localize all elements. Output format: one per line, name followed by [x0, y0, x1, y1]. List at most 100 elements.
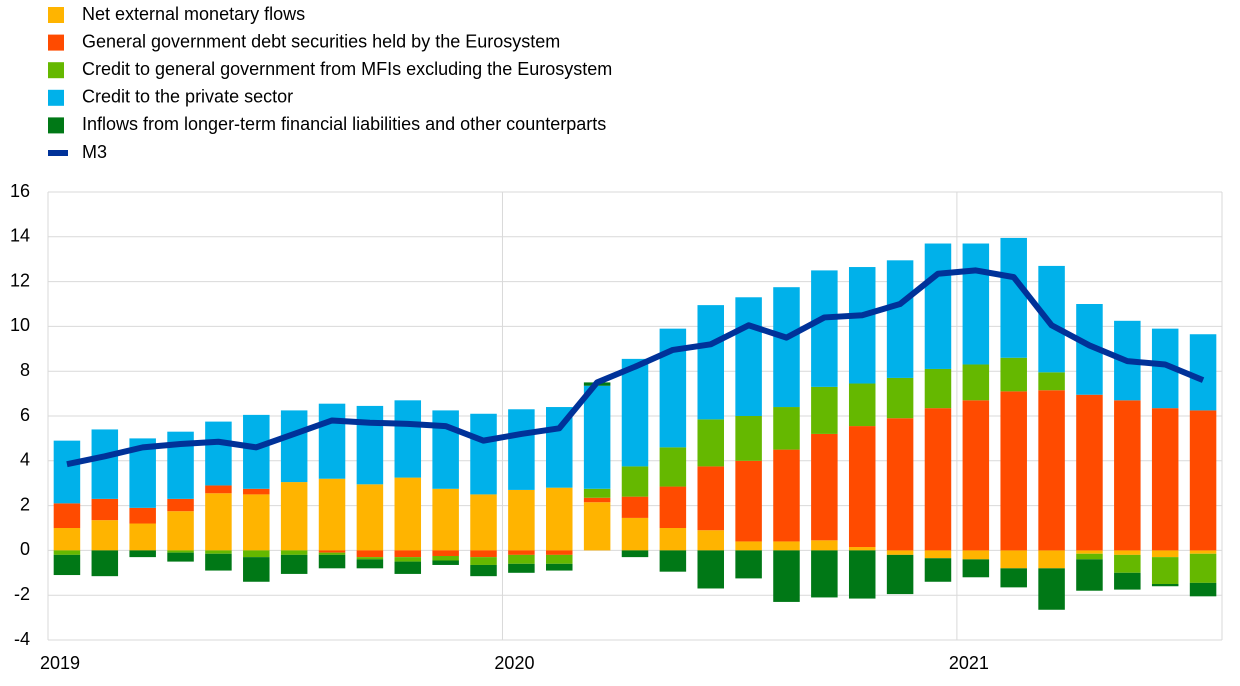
bar-segment [53, 550, 81, 555]
bar-segment [886, 418, 914, 551]
bar-segment [1189, 410, 1217, 551]
bar-segment [432, 410, 459, 489]
legend-swatch [48, 62, 64, 79]
bar-segment [1076, 550, 1103, 554]
y-tick-label: 0 [20, 539, 30, 559]
bar-segment [394, 550, 422, 558]
bar-segment [508, 563, 535, 573]
legend-swatch [48, 89, 64, 106]
bar-segment [356, 405, 384, 485]
bar-segment [1114, 572, 1141, 590]
bar-segment [394, 400, 422, 478]
bar-segment [356, 550, 384, 558]
legend-swatch [48, 34, 64, 51]
bar-segment [659, 528, 687, 551]
bar-segment [470, 494, 497, 551]
bar-segment [697, 550, 724, 589]
legend-swatch [48, 7, 64, 23]
bar-segment [1114, 550, 1141, 555]
y-tick-label: -2 [14, 584, 30, 604]
bar-segment [848, 550, 876, 599]
bar-segment [394, 561, 422, 574]
bar-segment [962, 364, 990, 401]
bar-segment [91, 550, 119, 577]
bar-segment [773, 449, 800, 542]
bar-segment [129, 507, 156, 524]
bar-segment [394, 477, 422, 551]
bar-segment [1151, 557, 1179, 584]
y-tick-label: -4 [14, 629, 30, 649]
bar-segment [546, 554, 573, 564]
legend-label: Inflows from longer-term financial liabi… [82, 114, 606, 134]
bar-segment [924, 243, 952, 369]
bar-segment [243, 550, 270, 558]
bar-segment [318, 552, 346, 555]
bar-segment [773, 287, 800, 408]
bar-segment [1076, 559, 1103, 591]
bar-segment [659, 486, 687, 528]
bar-segment [735, 550, 762, 579]
legend-label: M3 [82, 142, 107, 162]
bar-segment [1038, 390, 1065, 551]
bar-segment [318, 478, 346, 551]
bar-segment [924, 558, 952, 582]
bar-segment [848, 426, 876, 548]
bar-segment [1151, 584, 1179, 587]
bar-segment [470, 413, 497, 495]
bar-segment [811, 386, 838, 434]
bar-segment [773, 550, 800, 602]
bar-segment [697, 305, 724, 420]
bar-segment [848, 267, 876, 384]
bar-segment [621, 517, 649, 551]
bar-segment [924, 368, 952, 409]
bar-segment [1076, 553, 1103, 560]
bar-segment [886, 554, 914, 595]
bar-segment [318, 550, 346, 553]
m3-line [66, 267, 1205, 468]
bar-segment [318, 403, 346, 479]
y-tick-label: 10 [10, 315, 30, 335]
y-tick-label: 16 [10, 181, 30, 201]
bar-segment [91, 520, 119, 551]
bar-segment [811, 433, 838, 541]
x-tick-label: 2021 [949, 653, 989, 673]
bar-segment [886, 550, 914, 555]
legend-label: General government debt securities held … [82, 31, 560, 51]
bar-segment [735, 297, 762, 416]
bar-segment [1151, 550, 1179, 558]
bar-segment [129, 550, 156, 558]
bar-segment [1038, 550, 1065, 569]
bar-segment [848, 383, 876, 427]
bar-segment [1151, 408, 1179, 551]
bar-segment [621, 550, 649, 558]
y-tick-label: 6 [20, 405, 30, 425]
x-tick-label: 2019 [40, 653, 80, 673]
bar-segment [1189, 334, 1217, 411]
bar-segment [356, 484, 384, 551]
bar-segment [432, 550, 459, 556]
bar-segment [356, 559, 384, 569]
bar-segment [508, 554, 535, 564]
bar-segment [583, 385, 611, 489]
bar-segment [205, 493, 232, 551]
bar-segment [508, 550, 535, 555]
bar-segment [1189, 582, 1217, 597]
bar-segment [886, 260, 914, 378]
bar-segment [848, 547, 876, 551]
bar-segment [659, 550, 687, 572]
bar-segment [811, 540, 838, 551]
bar-segment [962, 550, 990, 560]
legend-swatch [48, 117, 64, 134]
bar-segment [280, 550, 308, 555]
y-tick-label: 8 [20, 360, 30, 380]
y-tick-label: 12 [10, 270, 30, 290]
bar-segment [1000, 357, 1027, 392]
bar-segment [53, 440, 81, 504]
bar-segment [811, 270, 838, 387]
bar-segment [924, 550, 952, 559]
bar-segment [546, 563, 573, 571]
bar-segment [167, 498, 194, 512]
bar-segment [1189, 550, 1217, 554]
bar-segment [546, 550, 573, 555]
bar-segment [508, 489, 535, 551]
